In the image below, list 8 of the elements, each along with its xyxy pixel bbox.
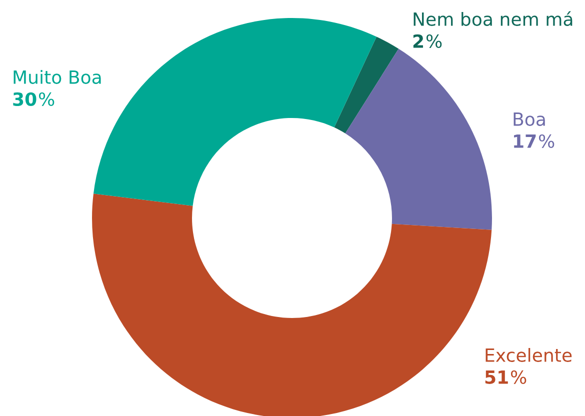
data-label: 30% (13, 92, 54, 106)
data-label: 2% (413, 34, 442, 48)
slice-label: Excelente (486, 348, 572, 362)
slice-label: Boa (514, 112, 545, 126)
slice-label: Nem boa nem má (414, 11, 572, 26)
data-label: 51% (485, 370, 526, 384)
slice-label: Muito Boa (14, 70, 101, 84)
data-label: 17% (514, 134, 554, 148)
